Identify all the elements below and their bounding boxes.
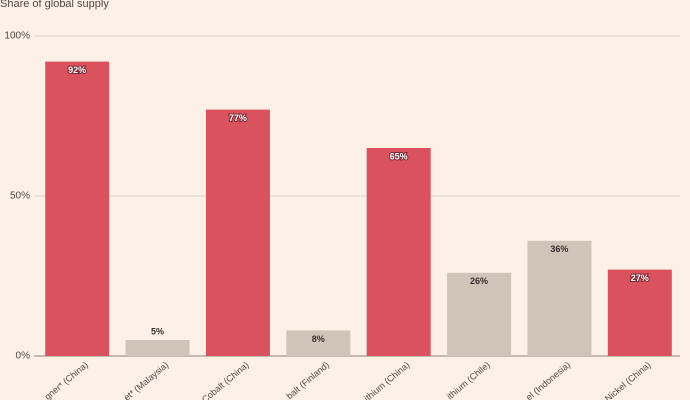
value-label: 36% bbox=[550, 244, 568, 254]
chart-title: Share of global supply bbox=[0, 0, 109, 10]
y-tick-label: 50% bbox=[10, 191, 30, 202]
bar bbox=[527, 240, 592, 356]
y-tick-label: 0% bbox=[16, 351, 31, 362]
value-label: 92% bbox=[68, 65, 86, 75]
bar bbox=[286, 330, 351, 356]
value-label: 8% bbox=[312, 334, 325, 344]
value-label: 27% bbox=[631, 273, 649, 283]
bar bbox=[607, 269, 672, 356]
value-label: 77% bbox=[229, 113, 247, 123]
bar bbox=[447, 272, 512, 356]
y-tick-label: 100% bbox=[4, 31, 30, 42]
value-label: 5% bbox=[151, 326, 164, 336]
value-label: 26% bbox=[470, 276, 488, 286]
bar bbox=[366, 148, 431, 356]
value-label: 65% bbox=[390, 151, 408, 161]
bar bbox=[125, 340, 190, 356]
bar bbox=[205, 109, 270, 356]
bar bbox=[45, 61, 110, 356]
